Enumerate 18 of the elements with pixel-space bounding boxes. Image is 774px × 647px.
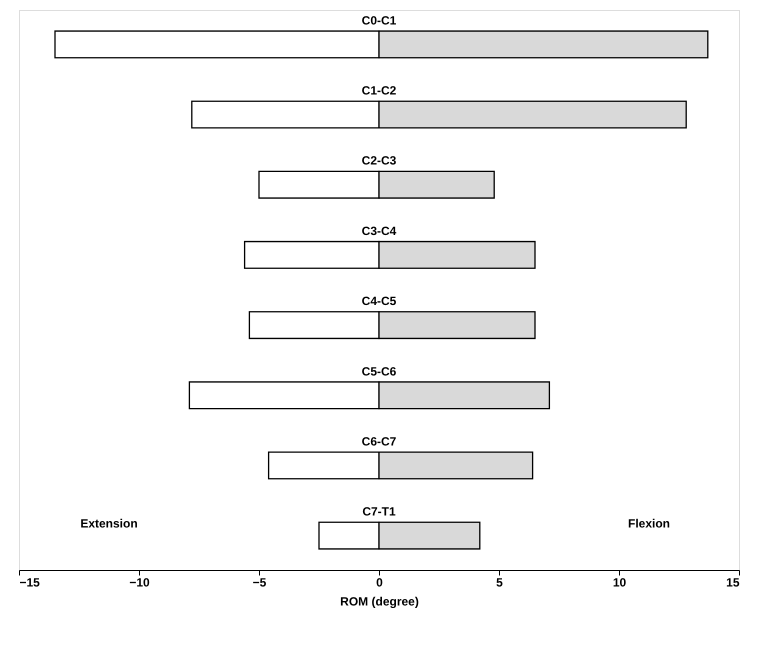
x-tick-label: 15 xyxy=(726,576,740,590)
y-tick-label: C6-C7 xyxy=(362,434,397,448)
y-tick-label: C0-C1 xyxy=(362,13,397,28)
annotation: Extension xyxy=(80,516,138,531)
x-tick-label: −10 xyxy=(129,576,150,590)
y-tick-label: C4-C5 xyxy=(362,294,397,308)
y-tick-label: C7-T1 xyxy=(362,504,396,519)
x-axis-title: ROM (degree) xyxy=(340,594,419,608)
x-tick-label: −15 xyxy=(20,576,40,590)
x-tick-label: 10 xyxy=(612,576,626,590)
x-tick-label: 0 xyxy=(376,576,384,590)
y-tick-label: C1-C2 xyxy=(362,84,397,98)
annotation: Flexion xyxy=(628,516,670,531)
x-tick-label: 5 xyxy=(496,576,504,590)
y-tick-label: C2-C3 xyxy=(362,154,397,168)
y-tick-label: C5-C6 xyxy=(362,364,397,378)
y-tick-label: C3-C4 xyxy=(362,224,397,238)
x-tick-label: −5 xyxy=(252,576,267,590)
